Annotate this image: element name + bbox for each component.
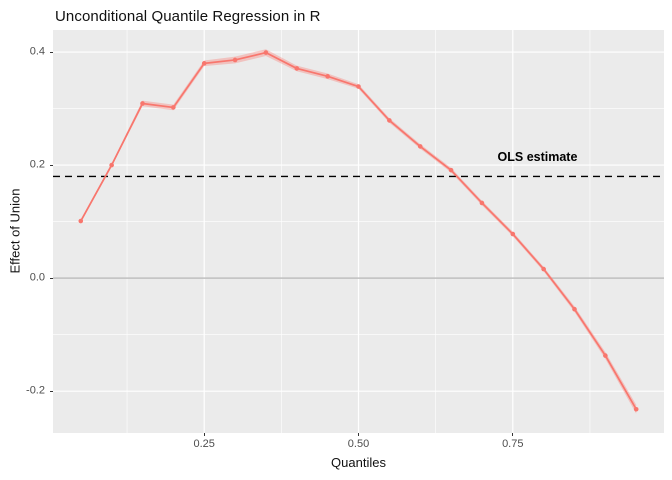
x-tick-mark xyxy=(512,433,514,436)
y-tick-mark xyxy=(50,390,53,392)
x-tick-label: 0.25 xyxy=(193,438,215,450)
data-point xyxy=(479,200,485,206)
data-point xyxy=(633,406,639,412)
data-point xyxy=(387,118,392,123)
y-axis-title: Effect of Union xyxy=(7,188,23,274)
x-tick-mark xyxy=(358,433,359,436)
y-tick-label: 0.2 xyxy=(29,158,45,171)
data-point xyxy=(448,167,454,173)
data-point xyxy=(572,306,577,312)
plot-panel xyxy=(53,30,664,433)
data-point xyxy=(603,353,608,358)
x-tick-label: 0.75 xyxy=(502,438,524,450)
data-point xyxy=(171,105,176,110)
data-point xyxy=(541,266,546,272)
data-point xyxy=(78,218,84,224)
y-tick-mark xyxy=(50,277,53,279)
ols-annotation: OLS estimate xyxy=(497,149,578,164)
plot-area xyxy=(53,30,664,433)
data-point xyxy=(232,57,238,63)
x-tick-mark xyxy=(203,433,205,436)
x-axis-title: Quantiles xyxy=(331,455,386,470)
data-point xyxy=(294,66,300,71)
y-tick-mark xyxy=(50,164,53,166)
y-tick-label: 0.0 xyxy=(29,271,45,284)
data-point xyxy=(140,101,145,106)
data-point xyxy=(109,162,114,168)
y-tick-label: 0.4 xyxy=(29,45,45,58)
data-point xyxy=(510,231,516,237)
x-tick-label: 0.50 xyxy=(347,438,370,450)
chart-title: Unconditional Quantile Regression in R xyxy=(55,8,321,25)
y-tick-label: -0.2 xyxy=(26,384,45,397)
data-point xyxy=(356,84,361,89)
data-point xyxy=(417,144,423,149)
data-point xyxy=(325,74,330,79)
data-point xyxy=(263,50,269,55)
data-point xyxy=(201,61,207,66)
y-tick-mark xyxy=(50,51,53,53)
